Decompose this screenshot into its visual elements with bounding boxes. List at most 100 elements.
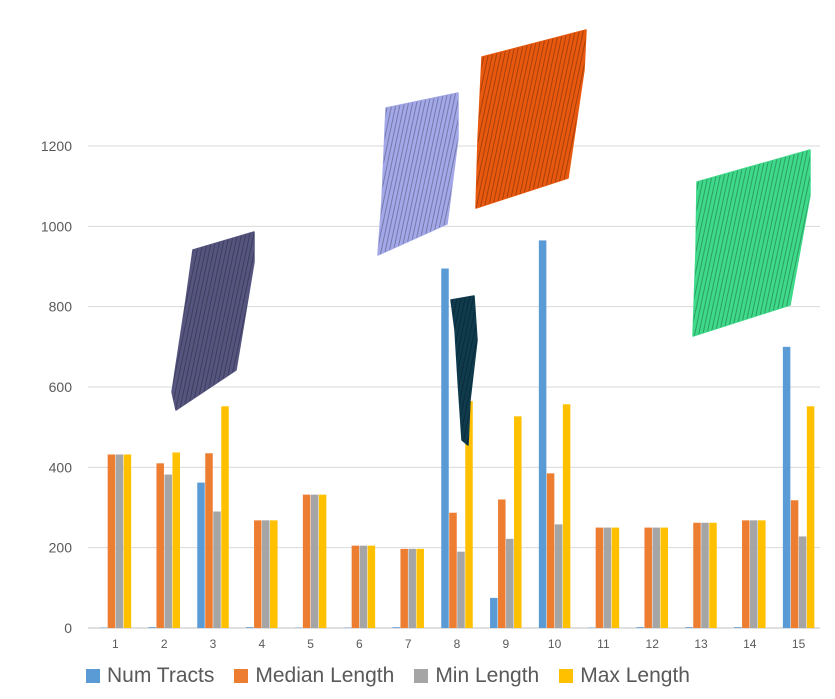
bar-min-length: [554, 524, 563, 628]
bar-num-tracts: [148, 627, 156, 628]
bar-max-length: [709, 522, 717, 628]
bar-num-tracts: [538, 240, 547, 628]
bar-median-length: [400, 548, 408, 628]
bar-num-tracts: [490, 597, 498, 628]
bar-median-length: [205, 453, 213, 628]
legend-label: Median Length: [255, 664, 395, 687]
x-tick-label: 13: [694, 637, 708, 651]
bar-median-length: [546, 473, 555, 628]
bar-median-length: [107, 454, 116, 628]
bar-num-tracts: [441, 268, 449, 628]
bar-max-length: [660, 527, 668, 628]
bar-median-length: [351, 545, 360, 628]
bar-max-length: [221, 406, 229, 628]
x-tick-label: 8: [454, 637, 461, 651]
bar-median-length: [254, 520, 262, 628]
bar-max-length: [562, 404, 571, 628]
legend-label: Num Tracts: [107, 664, 215, 687]
bar-min-length: [798, 536, 807, 628]
bar-min-length: [750, 520, 758, 628]
bar-max-length: [806, 406, 815, 628]
y-tick-label: 1200: [41, 138, 72, 154]
legend-swatch: [86, 669, 100, 683]
bar-max-length: [367, 545, 376, 628]
bar-max-length: [123, 454, 132, 628]
fiber-bundle-orange-texture: [476, 30, 586, 208]
bar-max-length: [172, 452, 180, 628]
bar-min-length: [408, 548, 416, 628]
x-tick-label: 11: [597, 637, 610, 651]
bar-min-length: [652, 527, 660, 628]
bar-median-length: [302, 494, 311, 628]
y-tick-label: 0: [64, 620, 72, 636]
bar-max-length: [465, 401, 473, 628]
bar-min-length: [115, 454, 124, 628]
bar-max-length: [611, 527, 620, 628]
bar-min-length: [262, 520, 270, 628]
y-axis-ticks: 0 200 400 600 800 1000 1200: [41, 138, 72, 636]
bar-max-length: [416, 548, 424, 628]
bar-median-length: [693, 522, 701, 628]
legend-item-num-tracts: Num Tracts: [86, 664, 214, 688]
bars: [99, 240, 815, 628]
x-tick-label: 14: [743, 637, 757, 651]
x-axis-ticks: 1 2 3 4 5 6 7 8 9 10 11 12 13 14 15: [112, 637, 806, 651]
bar-median-length: [595, 527, 604, 628]
bar-min-length: [457, 551, 465, 628]
x-tick-label: 2: [161, 637, 168, 651]
legend-label: Max Length: [580, 664, 690, 687]
chart-legend: Num Tracts Median Length Min Length Max …: [86, 664, 690, 688]
bar-num-tracts: [636, 627, 644, 628]
bar-max-length: [514, 416, 522, 628]
bar-min-length: [310, 494, 319, 628]
x-tick-label: 5: [307, 637, 314, 651]
bar-min-length: [359, 545, 368, 628]
bar-num-tracts: [685, 627, 693, 628]
bar-max-length: [270, 520, 278, 628]
y-tick-label: 800: [49, 299, 73, 315]
bar-min-length: [701, 522, 709, 628]
x-tick-label: 1: [112, 637, 119, 651]
y-tick-label: 600: [49, 379, 73, 395]
legend-item-min-length: Min Length: [414, 664, 539, 688]
bar-median-length: [449, 512, 457, 628]
legend-item-max-length: Max Length: [559, 664, 690, 688]
y-tick-label: 400: [49, 459, 73, 475]
x-tick-label: 9: [502, 637, 509, 651]
bar-min-length: [213, 511, 221, 628]
bar-max-length: [758, 520, 766, 628]
bar-num-tracts: [782, 346, 791, 628]
bar-num-tracts: [392, 627, 400, 628]
fiber-bundle-dark-slate-texture: [172, 232, 254, 410]
x-tick-label: 3: [210, 637, 217, 651]
bar-num-tracts: [197, 482, 205, 628]
bar-min-length: [603, 527, 612, 628]
x-tick-label: 7: [405, 637, 412, 651]
legend-label: Min Length: [435, 664, 540, 687]
fiber-bundle-dark-teal-texture: [451, 296, 477, 445]
bar-median-length: [742, 520, 750, 628]
bar-median-length: [644, 527, 652, 628]
legend-swatch: [234, 669, 249, 683]
x-tick-label: 10: [548, 637, 562, 651]
fiber-bundle-green-texture: [693, 150, 810, 336]
bar-min-length: [506, 538, 514, 628]
legend-swatch: [414, 669, 429, 683]
fiber-bundle-lavender-texture: [378, 93, 458, 255]
legend-swatch: [559, 669, 574, 683]
bar-median-length: [156, 463, 164, 628]
bar-min-length: [164, 474, 172, 628]
bar-median-length: [790, 500, 799, 628]
x-tick-label: 15: [792, 637, 806, 651]
x-tick-label: 12: [646, 637, 660, 651]
bar-num-tracts: [246, 627, 254, 628]
bar-num-tracts: [734, 627, 742, 628]
bar-median-length: [498, 499, 506, 628]
y-tick-label: 200: [49, 540, 73, 556]
fiber-bundle-illustrations: [171, 29, 811, 446]
bar-max-length: [318, 494, 327, 628]
y-tick-label: 1000: [41, 218, 72, 234]
x-tick-label: 6: [356, 637, 363, 651]
legend-item-median-length: Median Length: [234, 664, 394, 688]
